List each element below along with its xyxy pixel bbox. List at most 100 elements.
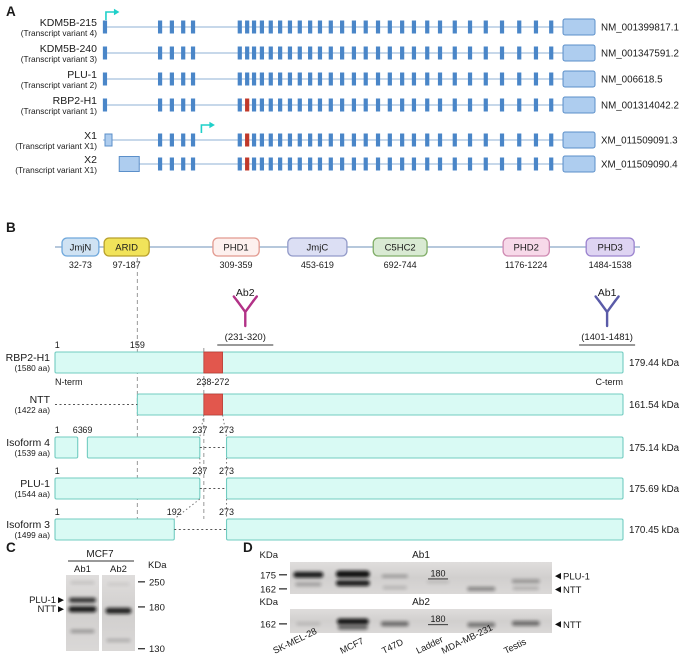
transcript-variant: (Transcript variant 3): [21, 54, 97, 64]
lane-label: MCF7: [338, 636, 365, 656]
exon: [351, 46, 357, 60]
tss-arrow: [105, 11, 115, 20]
exon: [452, 98, 457, 112]
exon: [251, 72, 257, 86]
exon: [400, 133, 405, 147]
isoform-name: Isoform 4: [6, 437, 50, 449]
exon: [452, 46, 457, 60]
domain-name: C5HC2: [385, 243, 416, 254]
marker-label: 250: [149, 577, 165, 588]
exon: [287, 157, 293, 171]
exon: [375, 157, 381, 171]
exon: [169, 20, 174, 34]
isoform-row: NTT(1422 aa) 161.54 kDa: [14, 393, 680, 416]
band-label: NTT: [563, 585, 582, 596]
exon: [375, 46, 381, 60]
kda-label: KDa: [260, 550, 279, 561]
isoform-name: Isoform 3: [6, 519, 50, 531]
isoform-bar: [54, 518, 175, 541]
domain-box: [287, 237, 348, 257]
exon: [363, 46, 368, 60]
exon: [549, 98, 554, 112]
exon: [400, 72, 405, 86]
below-label: N-term: [55, 377, 83, 387]
exon: [328, 46, 333, 60]
exon: [549, 72, 554, 86]
exon: [317, 98, 323, 112]
isoform-name: RBP2-H1: [6, 352, 51, 364]
exon: [237, 20, 242, 34]
exon: [340, 133, 345, 147]
band-label: PLU-1: [563, 572, 590, 583]
exon: [533, 20, 539, 34]
marker-label: 130: [149, 644, 165, 655]
exon: [549, 133, 554, 147]
exon: [387, 20, 392, 34]
lane-label: T47D: [380, 637, 405, 656]
exon: [245, 20, 250, 34]
domain-range: 309-359: [220, 260, 253, 270]
blot-band: [70, 581, 95, 585]
exon: [340, 20, 345, 34]
kda-label: KDa: [148, 560, 167, 571]
exon: [363, 133, 368, 147]
transcript-variant: (Transcript variant X1): [15, 141, 97, 151]
exon: [287, 72, 293, 86]
exon: [251, 98, 257, 112]
residue-number: 63: [73, 425, 83, 435]
domain-box: [61, 237, 100, 257]
terminal-exon-box: [562, 131, 596, 149]
band-arrow: [58, 597, 64, 604]
transcript-name: KDM5B-240: [40, 43, 97, 55]
antibody-name: Ab1: [598, 287, 617, 299]
exon: [387, 98, 392, 112]
transcript-name: RBP2-H1: [53, 95, 98, 107]
exon: [268, 133, 273, 147]
exon: [351, 133, 357, 147]
residue-number: 69: [82, 425, 92, 435]
domain-name: PHD1: [223, 243, 248, 254]
blot-band: [337, 624, 368, 630]
exon: [297, 98, 302, 112]
transcript-variant: (Transcript variant 1): [21, 106, 97, 116]
lane-label: Testis: [502, 636, 528, 655]
exon: [533, 133, 539, 147]
isoform-bar: [54, 477, 201, 500]
blot: [290, 609, 552, 633]
exon: [278, 46, 283, 60]
exon: [499, 46, 505, 60]
isoform-kda: 170.45 kDa: [629, 525, 680, 536]
isoform-kda: 179.44 kDa: [629, 358, 680, 369]
domain-range: 97-187: [113, 260, 141, 270]
exon: [251, 133, 257, 147]
start-exon-box: [104, 133, 113, 147]
exon: [259, 157, 265, 171]
exon: [483, 20, 488, 34]
blot-band: [382, 586, 407, 590]
exon: [483, 98, 488, 112]
exon: [363, 98, 368, 112]
exon: [181, 72, 186, 86]
exon: [483, 157, 488, 171]
exon: [425, 72, 430, 86]
band-arrow: [555, 572, 561, 580]
exon: [467, 133, 473, 147]
exon: [181, 20, 186, 34]
exon: [181, 46, 186, 60]
exon: [259, 72, 265, 86]
blot: [290, 562, 552, 594]
exon: [278, 133, 283, 147]
isoform-kda: 175.69 kDa: [629, 484, 680, 495]
exon: [237, 72, 242, 86]
transcript-name: X2: [84, 154, 97, 166]
exon: [102, 20, 108, 34]
exon: [297, 72, 302, 86]
blot-band: [380, 621, 409, 627]
terminal-exon-box: [562, 96, 596, 114]
blot-band: [467, 586, 496, 591]
blot-band: [293, 571, 324, 578]
isoform-aa-count: (1539 aa): [14, 448, 50, 458]
residue-number: 1: [55, 425, 60, 435]
